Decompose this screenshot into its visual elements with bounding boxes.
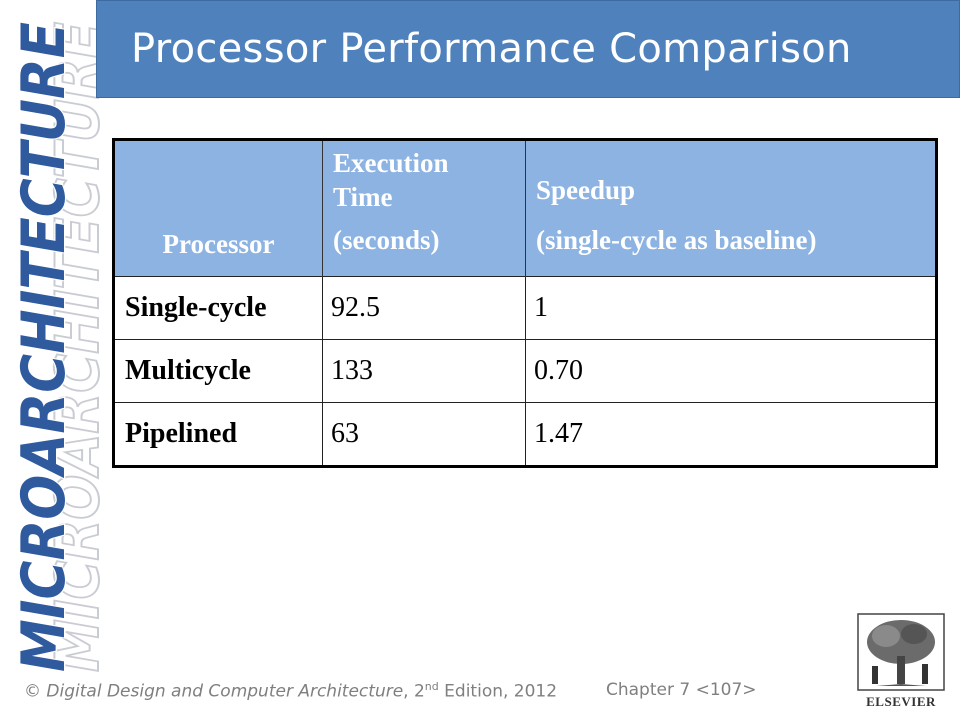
table-row: Multicycle 133 0.70 [112, 338, 938, 403]
cell-speedup: 1 [525, 275, 938, 340]
header-speedup-line1: Speedup [536, 174, 636, 205]
table-header-row: Processor Execution Time (seconds) Speed… [112, 138, 938, 277]
edition-suffix: nd [424, 680, 439, 693]
cell-time: 92.5 [322, 275, 526, 340]
header-processor: Processor [112, 138, 323, 277]
header-exec-line2: Time [333, 181, 393, 212]
header-speedup: Speedup (single-cycle as baseline) [525, 138, 938, 277]
footer-page-number: Chapter 7 <107> [606, 680, 757, 700]
table-row: Single-cycle 92.5 1 [112, 275, 938, 340]
book-title: Digital Design and Computer Architecture [46, 681, 404, 702]
side-banner-logo: MICROARCHITECTURE MICROARCHITECTURE [8, 21, 110, 674]
cell-speedup: 1.47 [525, 401, 938, 468]
side-banner-echo: MICROARCHITECTURE [43, 22, 110, 672]
cell-processor: Pipelined [112, 401, 323, 468]
side-banner-text: MICROARCHITECTURE [9, 22, 79, 672]
cell-processor: Single-cycle [112, 275, 323, 340]
cell-time: 63 [322, 401, 526, 468]
header-exec-line1: Execution [333, 148, 449, 178]
logo-text: ELSEVIER [866, 694, 936, 709]
title-bar: Processor Performance Comparison [96, 0, 960, 98]
table-row: Pipelined 63 1.47 [112, 401, 938, 468]
performance-table: Processor Execution Time (seconds) Speed… [112, 138, 938, 468]
header-execution-time: Execution Time (seconds) [322, 138, 526, 277]
footer-citation: © Digital Design and Computer Architectu… [24, 680, 557, 702]
edition-year: Edition, 2012 [438, 681, 558, 702]
cell-processor: Multicycle [112, 338, 323, 403]
header-speedup-line2: (single-cycle as baseline) [536, 224, 817, 255]
slide-title: Processor Performance Comparison [131, 26, 852, 72]
header-exec-line3: (seconds) [333, 224, 440, 255]
elsevier-logo: ELSEVIER [857, 613, 945, 709]
cell-speedup: 0.70 [525, 338, 938, 403]
copyright-symbol: © [24, 681, 47, 702]
edition-number: , 2 [403, 681, 425, 702]
cell-time: 133 [322, 338, 526, 403]
